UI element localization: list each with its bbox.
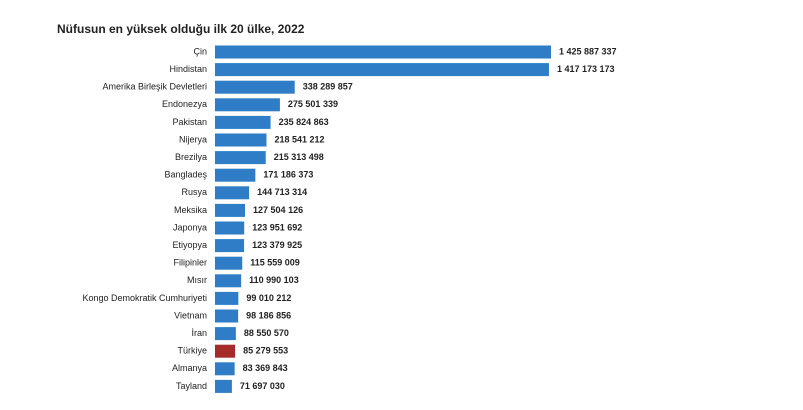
value-label: 85 279 553 — [243, 346, 288, 356]
value-label: 218 541 212 — [274, 134, 324, 144]
category-label: Almanya — [172, 363, 207, 373]
value-label: 144 713 314 — [257, 187, 307, 197]
bar — [215, 239, 245, 253]
value-label: 127 504 126 — [253, 205, 303, 215]
category-label: Amerika Birleşik Devletleri — [102, 82, 207, 92]
chart-title: Nüfusun en yüksek olduğu ilk 20 ülke, 20… — [57, 22, 305, 36]
bar — [215, 362, 235, 376]
value-label: 215 313 498 — [274, 152, 324, 162]
bar — [215, 151, 266, 165]
category-label: Rusya — [181, 187, 207, 197]
value-label: 110 990 103 — [249, 275, 299, 285]
bar — [215, 186, 250, 200]
bar — [215, 221, 245, 235]
value-label: 99 010 212 — [246, 293, 291, 303]
value-label: 1 417 173 173 — [557, 64, 615, 74]
category-label: Nijerya — [179, 134, 207, 144]
bar — [215, 379, 232, 393]
bar — [215, 45, 551, 59]
value-label: 275 501 339 — [288, 99, 338, 109]
bar — [215, 80, 295, 94]
category-label: Bangladeş — [164, 170, 207, 180]
category-label: Hindistan — [169, 64, 207, 74]
category-label: Japonya — [173, 222, 207, 232]
category-label: Tayland — [176, 381, 207, 391]
category-label: Çin — [193, 46, 207, 56]
category-label: Filipinler — [173, 258, 207, 268]
value-label: 235 824 863 — [279, 117, 329, 127]
category-label: Vietnam — [174, 310, 207, 320]
bar — [215, 115, 271, 129]
category-label: Endonezya — [162, 99, 207, 109]
bar — [215, 291, 239, 305]
bar — [215, 203, 246, 217]
value-label: 83 369 843 — [243, 363, 288, 373]
bar — [215, 327, 236, 341]
value-label: 71 697 030 — [240, 381, 285, 391]
bar — [215, 256, 243, 270]
value-label: 123 951 692 — [252, 222, 302, 232]
category-label: Mısır — [187, 275, 207, 285]
bar — [215, 168, 256, 182]
category-label: Türkiye — [177, 346, 207, 356]
value-label: 171 186 373 — [263, 170, 313, 180]
bar — [215, 344, 236, 358]
value-label: 123 379 925 — [252, 240, 302, 250]
category-label: Brezilya — [175, 152, 207, 162]
value-label: 338 289 857 — [303, 82, 353, 92]
value-label: 115 559 009 — [250, 258, 300, 268]
bar — [215, 274, 242, 288]
bar — [215, 98, 280, 112]
category-label: Kongo Demokratik Cumhuriyeti — [82, 293, 207, 303]
category-label: Pakistan — [172, 117, 207, 127]
category-label: Etiyopya — [172, 240, 207, 250]
bar — [215, 309, 239, 323]
category-label: İran — [191, 328, 207, 338]
value-label: 1 425 887 337 — [559, 46, 617, 56]
category-label: Meksika — [174, 205, 207, 215]
bar — [215, 63, 549, 77]
value-label: 88 550 570 — [244, 328, 289, 338]
value-label: 98 186 856 — [246, 310, 291, 320]
bar — [215, 133, 267, 147]
